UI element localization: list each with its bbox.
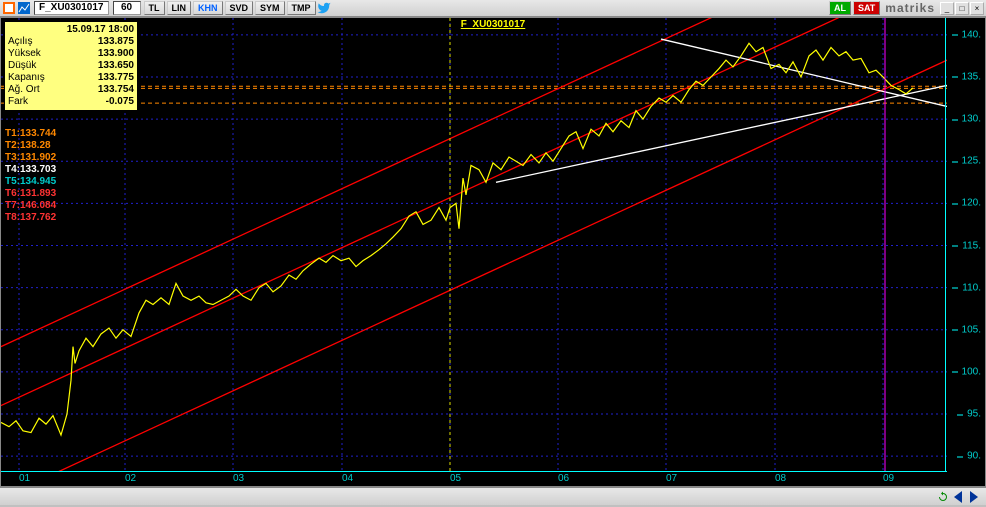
ohlc-datetime: 15.09.17 18:00 (8, 24, 134, 36)
ticker-input[interactable]: F_XU0301017 (34, 1, 109, 15)
y-axis: 90. 95. 100. 105. 110. 115. 120. 125. 130. 135. 14… (945, 18, 985, 473)
tmp-button[interactable]: TMP (287, 1, 316, 15)
toolbar: F_XU0301017 60 TL LIN KHN SVD SYM TMP AL… (0, 0, 986, 17)
chart-title: F_XU0301017 (461, 19, 526, 30)
ohlc-row: Açılış133.875 (8, 36, 134, 48)
twitter-icon[interactable] (317, 1, 331, 15)
x-tick: 06 (558, 473, 569, 484)
x-tick: 03 (233, 473, 244, 484)
ohlc-row: Düşük133.650 (8, 60, 134, 72)
ohlc-row: Kapanış133.775 (8, 72, 134, 84)
logo: matriks (885, 1, 935, 15)
tline-value: T4:133.703 (5, 164, 56, 176)
tline-value: T3:131.902 (5, 152, 56, 164)
y-tick: 100. (962, 366, 981, 377)
sym-button[interactable]: SYM (255, 1, 285, 15)
price-chart (1, 18, 947, 473)
y-tick: 110. (962, 282, 981, 293)
x-tick: 09 (883, 473, 894, 484)
tline-value: T5:134.945 (5, 176, 56, 188)
tl-button[interactable]: TL (144, 1, 165, 15)
x-tick: 01 (19, 473, 30, 484)
bottom-bar (0, 487, 986, 505)
y-tick: 130. (962, 114, 981, 125)
tline-value: T7:146.084 (5, 200, 56, 212)
refresh-icon[interactable] (936, 490, 950, 504)
chart-icon[interactable] (17, 1, 31, 15)
minimize-icon[interactable]: _ (940, 2, 954, 15)
y-tick: 125. (962, 156, 981, 167)
y-tick: 115. (962, 240, 981, 251)
ohlc-box: 15.09.17 18:00 Açılış133.875Yüksek133.90… (4, 21, 138, 111)
tline-value: T2:138.28 (5, 140, 56, 152)
y-tick: 90. (967, 451, 981, 462)
ohlc-row: Ağ. Ort133.754 (8, 84, 134, 96)
y-tick: 135. (962, 71, 981, 82)
trendline-values: T1:133.744T2:138.28T3:131.902T4:133.703T… (5, 128, 56, 224)
khn-button[interactable]: KHN (193, 1, 223, 15)
x-tick: 04 (342, 473, 353, 484)
x-tick: 07 (666, 473, 677, 484)
chart-area[interactable]: F_XU0301017 15.09.17 18:00 Açılış133.875… (0, 17, 986, 487)
maximize-icon[interactable]: □ (955, 2, 969, 15)
x-tick: 05 (450, 473, 461, 484)
y-tick: 95. (967, 409, 981, 420)
x-tick: 08 (775, 473, 786, 484)
y-tick: 120. (962, 198, 981, 209)
nav-right-icon[interactable] (968, 490, 982, 504)
interval-input[interactable]: 60 (113, 1, 141, 15)
svd-button[interactable]: SVD (225, 1, 254, 15)
al-button[interactable]: AL (829, 1, 851, 15)
x-tick: 02 (125, 473, 136, 484)
sat-button[interactable]: SAT (853, 1, 880, 15)
nav-left-icon[interactable] (952, 490, 966, 504)
ohlc-row: Yüksek133.900 (8, 48, 134, 60)
y-tick: 140. (962, 29, 981, 40)
tline-value: T1:133.744 (5, 128, 56, 140)
close-icon[interactable]: × (970, 2, 984, 15)
y-tick: 105. (962, 324, 981, 335)
tline-value: T8:137.762 (5, 212, 56, 224)
app-icon (2, 1, 16, 15)
x-axis: 01 02 03 04 05 06 07 08 09 (1, 471, 947, 486)
lin-button[interactable]: LIN (167, 1, 192, 15)
ohlc-row: Fark-0.075 (8, 96, 134, 108)
tline-value: T6:131.893 (5, 188, 56, 200)
